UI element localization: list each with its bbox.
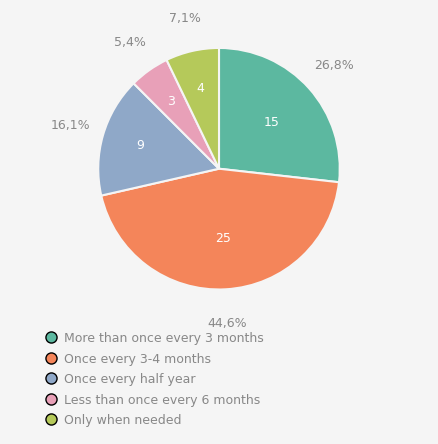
Text: 3: 3 <box>168 95 175 108</box>
Text: 16,1%: 16,1% <box>51 119 90 132</box>
Wedge shape <box>166 48 219 169</box>
Wedge shape <box>101 169 339 289</box>
Text: 5,4%: 5,4% <box>113 36 145 49</box>
Wedge shape <box>219 48 340 182</box>
Text: 26,8%: 26,8% <box>314 59 354 72</box>
Wedge shape <box>134 60 219 169</box>
Text: 15: 15 <box>263 115 279 129</box>
Text: 25: 25 <box>215 232 231 245</box>
Text: 7,1%: 7,1% <box>169 12 201 24</box>
Wedge shape <box>98 83 219 196</box>
Text: 4: 4 <box>197 82 205 95</box>
Text: 44,6%: 44,6% <box>208 317 247 329</box>
Legend: More than once every 3 months, Once every 3-4 months, Once every half year, Less: More than once every 3 months, Once ever… <box>41 326 270 433</box>
Text: 9: 9 <box>136 139 144 152</box>
